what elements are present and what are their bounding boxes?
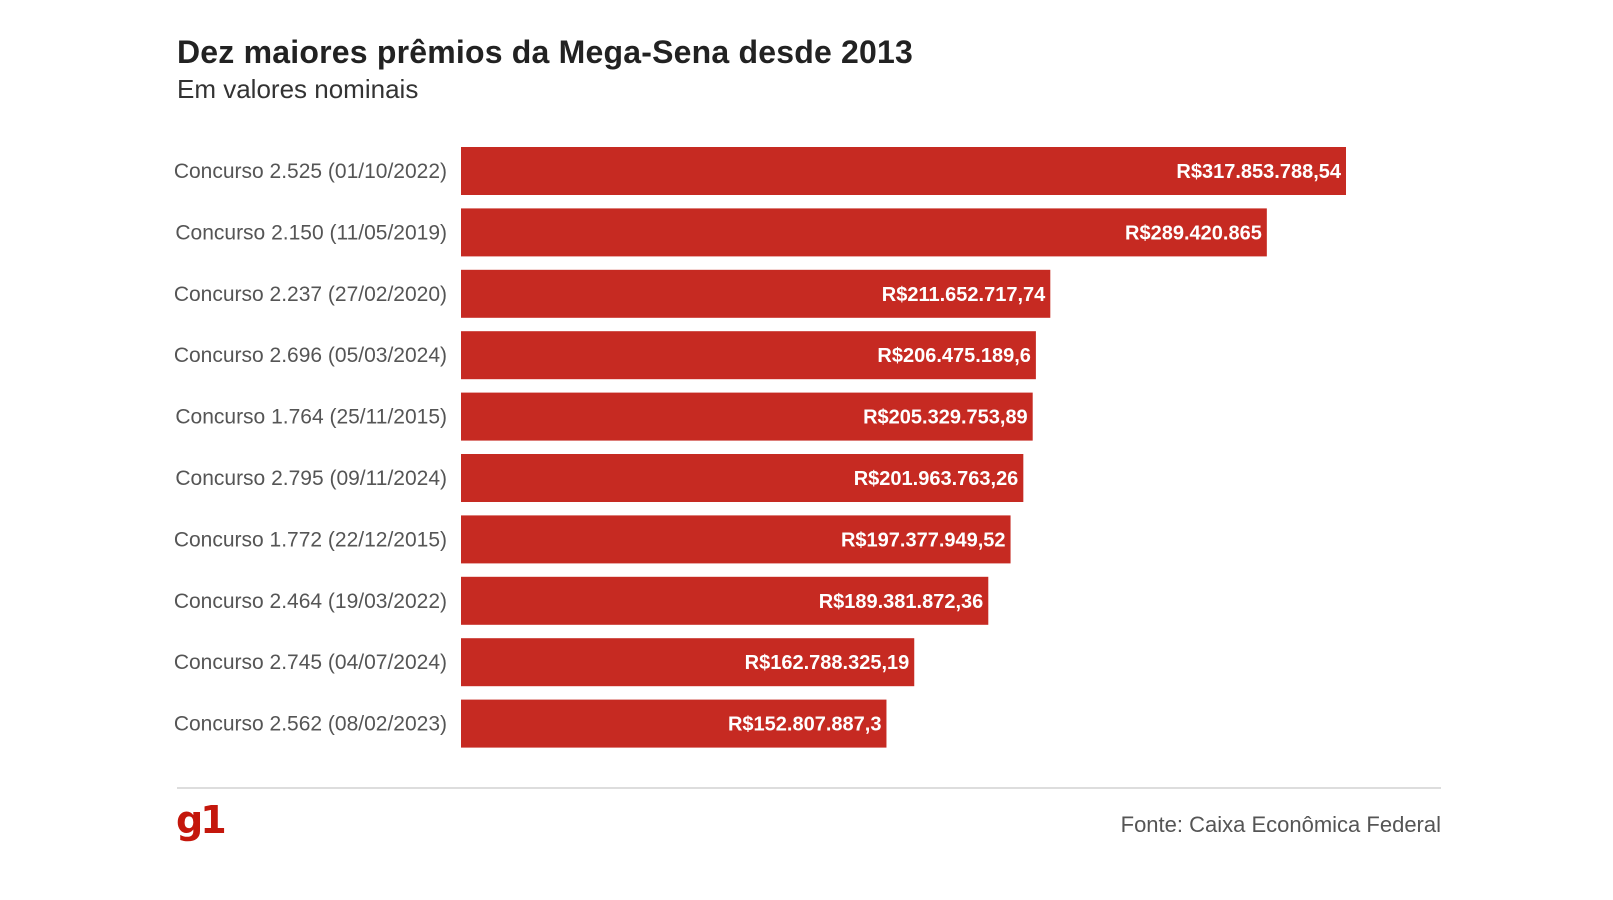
category-label: Concurso 2.562 (08/02/2023) — [174, 713, 447, 736]
category-label: Concurso 2.150 (11/05/2019) — [175, 221, 447, 244]
category-label: Concurso 2.795 (09/11/2024) — [175, 467, 447, 490]
value-label: R$189.381.872,36 — [819, 591, 984, 613]
category-label: Concurso 2.696 (05/03/2024) — [174, 344, 447, 367]
category-label: Concurso 2.745 (04/07/2024) — [174, 651, 447, 674]
chart-subtitle: Em valores nominais — [177, 74, 419, 104]
bar — [461, 638, 915, 687]
value-label: R$152.807.887,3 — [728, 714, 881, 736]
value-label: R$289.420.865 — [1125, 222, 1262, 244]
category-label: Concurso 2.237 (27/02/2020) — [174, 283, 447, 306]
category-label: Concurso 1.772 (22/12/2015) — [174, 528, 447, 551]
value-label: R$197.377.949,52 — [841, 529, 1006, 551]
value-label: R$162.788.325,19 — [745, 652, 910, 674]
bar — [461, 208, 1267, 257]
footer-divider — [177, 787, 1441, 789]
category-label: Concurso 2.464 (19/03/2022) — [174, 590, 447, 613]
bar — [461, 392, 1033, 441]
value-label: R$205.329.753,89 — [863, 407, 1028, 429]
g1-logo: g1 — [176, 798, 227, 842]
value-label: R$201.963.763,26 — [854, 468, 1019, 490]
bar — [461, 699, 887, 748]
bar — [461, 147, 1346, 195]
bar — [461, 515, 1011, 564]
category-label: Concurso 2.525 (01/10/2022) — [174, 160, 447, 183]
category-label: Concurso 1.764 (25/11/2015) — [175, 406, 447, 429]
value-label: R$211.652.717,74 — [882, 284, 1046, 306]
chart-title: Dez maiores prêmios da Mega-Sena desde 2… — [177, 34, 914, 70]
bar — [461, 454, 1024, 502]
value-label: R$206.475.189,6 — [877, 345, 1030, 367]
bar — [461, 576, 989, 625]
bar — [461, 331, 1036, 380]
bar — [461, 269, 1051, 318]
source-note: Fonte: Caixa Econômica Federal — [1120, 812, 1441, 837]
value-label: R$317.853.788,54 — [1176, 161, 1341, 183]
